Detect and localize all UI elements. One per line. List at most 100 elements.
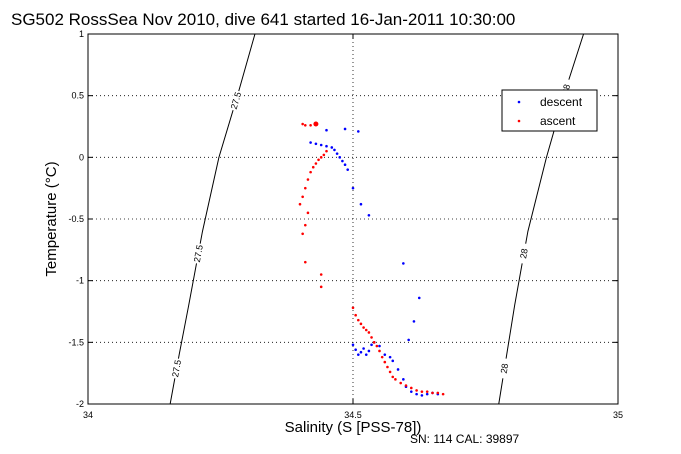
legend-marker-descent bbox=[517, 100, 521, 104]
ascent-point-33 bbox=[383, 360, 387, 364]
y-axis-ticks: -2 -1.5 -1 -0.5 0 0.5 1 bbox=[68, 29, 618, 409]
legend-marker-ascent bbox=[517, 119, 521, 123]
ascent-point-46 bbox=[441, 392, 445, 396]
y-tick-label-2: -1 bbox=[76, 276, 84, 286]
descent-point-30 bbox=[378, 344, 381, 348]
ascent-point-43 bbox=[425, 390, 429, 393]
descent-point-14 bbox=[351, 186, 355, 190]
descent-point-38 bbox=[415, 392, 418, 396]
descent-point-37 bbox=[410, 390, 413, 393]
descent-point-34 bbox=[396, 368, 400, 371]
ascent-series bbox=[298, 121, 445, 396]
legend-label-ascent: ascent bbox=[540, 114, 576, 128]
descent-point-19 bbox=[412, 320, 416, 323]
y-tick-label-1: -1.5 bbox=[68, 337, 84, 347]
ascent-point-22 bbox=[354, 313, 357, 317]
ascent-point-8 bbox=[314, 162, 318, 165]
ascent-point-35 bbox=[388, 370, 392, 374]
ascent-start-marker bbox=[313, 121, 319, 127]
x-axis-ticks: 34 34.5 35 bbox=[83, 34, 623, 420]
ascent-point-23 bbox=[357, 318, 360, 322]
grid-lines bbox=[88, 34, 618, 404]
descent-point-25 bbox=[362, 347, 365, 350]
descent-point-27 bbox=[367, 349, 371, 353]
descent-point-4 bbox=[330, 146, 334, 149]
ascent-point-15 bbox=[306, 211, 310, 215]
ascent-point-16 bbox=[304, 223, 307, 227]
descent-point-33 bbox=[391, 359, 395, 363]
ascent-point-25 bbox=[362, 326, 365, 329]
ascent-point-17 bbox=[301, 232, 304, 236]
descent-point-11 bbox=[325, 128, 328, 132]
contour-label-0-1: 27.5 bbox=[192, 244, 205, 263]
descent-point-10 bbox=[346, 168, 350, 171]
ascent-point-12 bbox=[304, 186, 307, 190]
ascent-point-19 bbox=[319, 273, 323, 276]
ascent-point-11 bbox=[306, 178, 310, 181]
ascent-point-1 bbox=[309, 123, 312, 127]
ascent-point-41 bbox=[415, 389, 418, 392]
descent-point-18 bbox=[417, 296, 421, 300]
ascent-point-42 bbox=[420, 390, 424, 393]
footnote: SN: 114 CAL: 39897 bbox=[410, 432, 520, 446]
descent-point-17 bbox=[402, 262, 405, 265]
ascent-point-21 bbox=[351, 306, 355, 310]
descent-point-5 bbox=[333, 148, 336, 152]
ascent-point-36 bbox=[391, 375, 395, 379]
ascent-point-2 bbox=[304, 123, 307, 127]
descent-point-7 bbox=[338, 156, 342, 159]
contour-label-bg-1-0 bbox=[497, 357, 512, 380]
descent-point-2 bbox=[319, 143, 323, 147]
ascent-point-28 bbox=[370, 336, 373, 339]
contour-label-1-0: 28 bbox=[499, 363, 510, 374]
ascent-point-14 bbox=[298, 202, 302, 206]
y-tick-label-0: -2 bbox=[76, 399, 84, 409]
descent-point-39 bbox=[420, 394, 424, 397]
descent-point-6 bbox=[335, 152, 339, 155]
descent-point-9 bbox=[343, 163, 347, 167]
descent-point-13 bbox=[357, 130, 360, 133]
ascent-point-18 bbox=[304, 260, 307, 264]
legend-box bbox=[501, 89, 598, 132]
ascent-point-29 bbox=[372, 341, 376, 344]
ascent-point-3 bbox=[301, 122, 304, 126]
contour-label-bg-0-0 bbox=[169, 357, 184, 380]
contour-label-0-2: 27.5 bbox=[229, 91, 244, 111]
descent-point-31 bbox=[383, 353, 387, 356]
descent-point-20 bbox=[407, 338, 410, 342]
ascent-point-32 bbox=[380, 355, 384, 359]
descent-point-16 bbox=[367, 214, 371, 217]
legend: descent ascent bbox=[501, 89, 598, 132]
descent-point-32 bbox=[388, 355, 392, 359]
x-axis-label: Salinity (S [PSS-78]) bbox=[285, 419, 422, 436]
ascent-point-20 bbox=[319, 285, 323, 289]
ascent-point-24 bbox=[359, 322, 363, 326]
ascent-point-6 bbox=[319, 156, 323, 159]
ascent-point-38 bbox=[399, 381, 403, 385]
descent-point-8 bbox=[341, 159, 344, 163]
descent-point-26 bbox=[364, 353, 368, 356]
descent-point-3 bbox=[325, 144, 328, 148]
descent-point-28 bbox=[370, 343, 373, 347]
descent-point-1 bbox=[314, 142, 318, 146]
ascent-point-27 bbox=[367, 331, 371, 334]
descent-series bbox=[309, 127, 440, 397]
y-tick-label-3: -0.5 bbox=[68, 214, 84, 224]
x-tick-label-1: 34.5 bbox=[344, 410, 362, 420]
descent-point-21 bbox=[351, 343, 355, 347]
ascent-point-39 bbox=[404, 384, 408, 387]
ascent-point-5 bbox=[322, 153, 326, 157]
ascent-point-44 bbox=[431, 391, 434, 395]
ascent-point-9 bbox=[311, 165, 315, 169]
x-tick-label-2: 35 bbox=[613, 410, 623, 420]
contour-label-1-1: 28 bbox=[518, 248, 530, 260]
ascent-point-45 bbox=[436, 391, 440, 395]
y-tick-label-5: 0.5 bbox=[71, 91, 84, 101]
ascent-point-34 bbox=[386, 365, 389, 369]
y-tick-label-4: 0 bbox=[79, 152, 84, 162]
ascent-point-31 bbox=[378, 349, 381, 353]
descent-point-35 bbox=[402, 378, 405, 381]
ascent-point-40 bbox=[410, 386, 413, 390]
ascent-point-37 bbox=[394, 378, 397, 381]
